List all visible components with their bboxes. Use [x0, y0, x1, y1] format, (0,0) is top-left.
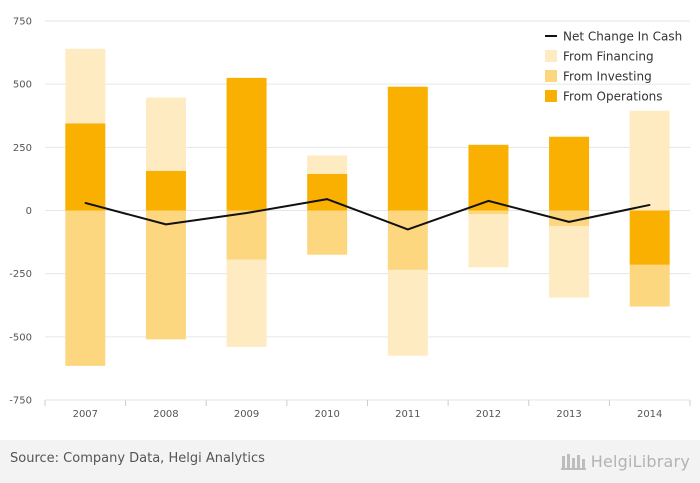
net-change-point — [568, 221, 570, 223]
net-change-point — [326, 198, 328, 200]
bar-from-financing-2010 — [307, 155, 348, 174]
bar-from-operations-2009 — [226, 77, 267, 211]
x-tick-label: 2007 — [73, 409, 98, 420]
bar-from-operations-2014 — [629, 210, 670, 265]
brand-name: HelgiLibrary — [590, 451, 690, 471]
y-tick-label: 500 — [13, 80, 32, 91]
y-tick-label: 750 — [13, 17, 32, 28]
source-text: Source: Company Data, Helgi Analytics — [10, 451, 265, 466]
legend-label-net-change-in-cash: Net Change In Cash — [563, 30, 682, 44]
bar-from-investing-2008 — [145, 210, 186, 340]
net-change-point — [407, 228, 409, 231]
net-change-point — [648, 204, 651, 206]
legend-label-from-investing: From Investing — [563, 70, 652, 84]
bar-from-investing-2012 — [468, 210, 509, 215]
x-tick-label: 2012 — [476, 409, 501, 420]
legend-swatch-from-financing — [545, 50, 557, 62]
bar-from-financing-2007 — [65, 48, 106, 124]
library-icon — [560, 454, 586, 470]
x-tick-label: 2014 — [637, 409, 662, 420]
bar-from-investing-2010 — [307, 210, 348, 255]
x-tick-label: 2013 — [556, 409, 581, 420]
y-tick-label: 0 — [26, 206, 32, 217]
bar-from-financing-2013 — [549, 226, 590, 298]
bar-from-operations-2011 — [387, 86, 428, 211]
bar-from-financing-2009 — [226, 259, 267, 347]
chart-area: 750 500 250 0 -250 -500 -750 2007 2008 2009 2010 20… — [9, 17, 691, 420]
legend-label-from-operations: From Operations — [563, 90, 663, 104]
bar-from-investing-2007 — [65, 210, 106, 366]
net-change-point — [487, 200, 490, 202]
x-tick-label: 2008 — [153, 409, 178, 420]
x-tick-label: 2010 — [314, 409, 339, 420]
net-change-point — [245, 212, 248, 214]
y-tick-label: -500 — [9, 332, 32, 343]
bar-from-operations-2007 — [65, 123, 106, 211]
bar-from-financing-2012 — [468, 214, 509, 268]
bar-from-investing-2014 — [629, 264, 670, 307]
legend-swatch-from-investing — [545, 70, 557, 82]
net-change-point — [84, 202, 87, 204]
net-change-line — [85, 198, 650, 231]
y-tick-label: 250 — [13, 143, 32, 154]
legend-swatch-from-operations — [545, 90, 557, 102]
stacked-bar-chart: 750 500 250 0 -250 -500 -750 2007 2008 2009 2010 20… — [9, 17, 691, 420]
bar-from-financing-2014 — [629, 110, 670, 211]
brand-logo: HelgiLibrary — [560, 449, 690, 473]
bar-from-investing-2013 — [549, 210, 590, 227]
bar-from-operations-2013 — [549, 136, 590, 211]
x-tick-label: 2011 — [395, 409, 420, 420]
net-change-point — [165, 223, 167, 226]
y-tick-label: -250 — [9, 269, 32, 280]
y-tick-label: -750 — [9, 396, 32, 407]
bar-from-investing-2009 — [226, 210, 267, 260]
x-tick-label: 2009 — [234, 409, 259, 420]
legend-label-from-financing: From Financing — [563, 50, 654, 64]
bar-from-investing-2011 — [387, 210, 428, 270]
bar-from-operations-2012 — [468, 144, 509, 211]
footer: Source: Company Data, Helgi Analytics He… — [0, 440, 700, 483]
bar-from-financing-2011 — [387, 269, 428, 356]
bar-from-operations-2008 — [145, 170, 186, 211]
bar-from-financing-2008 — [145, 97, 186, 171]
